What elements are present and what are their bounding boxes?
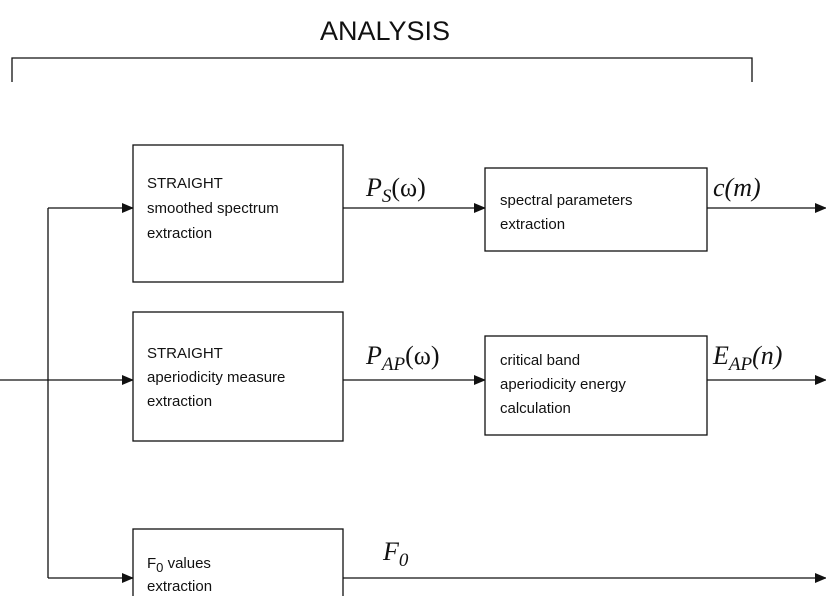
node-label: extraction — [147, 393, 212, 410]
node-label-line: spectral parameters — [500, 192, 633, 209]
node-subscript: 0 — [156, 560, 163, 575]
node-label-line: STRAIGHT — [147, 175, 223, 192]
edge-rest: (ω) — [405, 341, 439, 370]
node-label: aperiodicity energy — [500, 376, 626, 393]
box — [132, 144, 344, 283]
node-label-line: smoothed spectrum — [147, 200, 279, 217]
node-label-line: extraction — [500, 216, 565, 233]
edge-label: c(m) — [713, 173, 761, 202]
edge-rest: (ω) — [391, 173, 425, 202]
node-label: STRAIGHT — [147, 175, 223, 192]
node-label-line: extraction — [147, 225, 212, 242]
node-label-line: aperiodicity energy — [500, 376, 626, 393]
box — [484, 167, 708, 252]
node-label: STRAIGHT — [147, 345, 223, 362]
node-label-line: extraction — [147, 578, 212, 595]
node-label: extraction — [500, 216, 565, 233]
edge-subscript: 0 — [399, 550, 409, 571]
edge-label: F0 — [382, 537, 409, 571]
edge-subscript: AP — [380, 354, 406, 375]
node-label-line: extraction — [147, 393, 212, 410]
edge-label: PS(ω) — [365, 173, 426, 207]
box — [132, 528, 344, 596]
edge-subscript: AP — [727, 354, 753, 375]
node-label-line: values — [163, 555, 211, 572]
edge-subscript: S — [382, 186, 392, 207]
edge-rest: (n) — [752, 341, 782, 370]
node-label: aperiodicity measure — [147, 369, 285, 386]
node-label-line: calculation — [500, 400, 571, 417]
node-symbol: F — [147, 555, 156, 572]
edge-symbol: F — [382, 537, 400, 566]
node-label: smoothed spectrum — [147, 200, 279, 217]
edge-symbol: P — [365, 341, 382, 370]
bracket — [11, 57, 753, 82]
node-label: critical band — [500, 352, 580, 369]
node-label-line: aperiodicity measure — [147, 369, 285, 386]
node-label: extraction — [147, 578, 212, 595]
edge-label: EAP(n) — [712, 341, 782, 375]
box — [132, 311, 344, 442]
node-label: extraction — [147, 225, 212, 242]
edge-symbol: P — [365, 173, 382, 202]
box — [484, 335, 708, 436]
edge-symbol: E — [712, 341, 729, 370]
node-label: spectral parameters — [500, 192, 633, 209]
wires — [0, 203, 826, 583]
node-label-line: critical band — [500, 352, 580, 369]
node-label-line: STRAIGHT — [147, 345, 223, 362]
edge-symbol: c(m) — [713, 173, 761, 202]
node-label: calculation — [500, 400, 571, 417]
node-label: F0 values — [147, 555, 211, 575]
edge-label: PAP(ω) — [365, 341, 440, 375]
title: ANALYSIS — [320, 16, 450, 46]
